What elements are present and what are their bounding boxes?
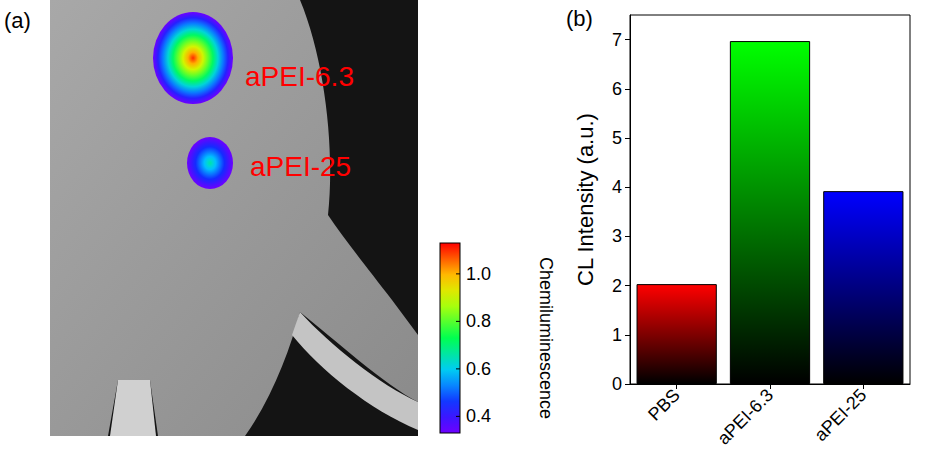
svg-text:0.6: 0.6	[466, 359, 491, 379]
html-text:(b): (b)	[566, 6, 593, 31]
svg-text:CL Intensity (a.u.): CL Intensity (a.u.)	[573, 113, 598, 286]
svg-text:2: 2	[612, 276, 622, 296]
svg-text:4: 4	[612, 177, 622, 197]
svg-text:1: 1	[612, 325, 622, 345]
svg-text:PBS: PBS	[644, 385, 684, 425]
svg-text:6: 6	[612, 79, 622, 99]
svg-text:5: 5	[612, 128, 622, 148]
svg-text:aPEI-6.3: aPEI-6.3	[713, 385, 777, 449]
svg-text:0.8: 0.8	[466, 311, 491, 331]
svg-text:aPEI-25: aPEI-25	[250, 151, 351, 182]
svg-text:7: 7	[612, 30, 622, 50]
svg-text:0.4: 0.4	[466, 406, 491, 426]
svg-text:(a): (a)	[4, 8, 31, 33]
svg-text:1.0: 1.0	[466, 264, 491, 284]
svg-text:Chemiluminescence: Chemiluminescence	[536, 257, 556, 419]
svg-text:aPEI-6.3: aPEI-6.3	[245, 61, 354, 92]
svg-text:0: 0	[612, 374, 622, 394]
svg-text:3: 3	[612, 226, 622, 246]
svg-text:aPEI-25: aPEI-25	[810, 385, 870, 445]
